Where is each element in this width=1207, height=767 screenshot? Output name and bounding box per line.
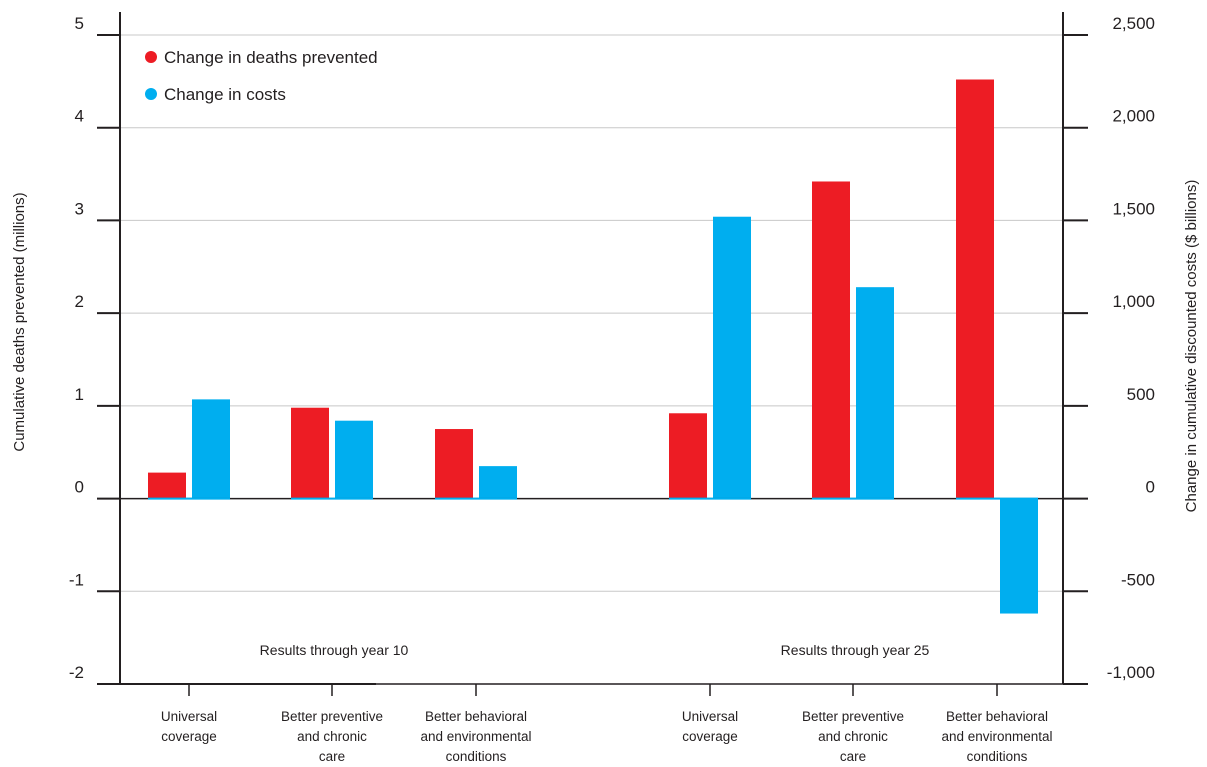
bar-costs xyxy=(856,287,894,499)
left-tick-label: 2 xyxy=(75,292,84,311)
category-labels: Universal coverage Better preventive and ch… xyxy=(161,684,1053,764)
gridlines xyxy=(120,34,1063,592)
y-axis-left-label: Cumulative deaths prevented (millions) xyxy=(11,192,28,451)
bar-deaths-prevented xyxy=(148,472,186,499)
legend-label: Change in deaths prevented xyxy=(164,48,378,67)
right-tick-label: 2,500 xyxy=(1112,14,1155,33)
category-label: and environmental xyxy=(941,729,1052,744)
bar-deaths-prevented xyxy=(435,429,473,499)
bar-deaths-prevented xyxy=(812,181,850,499)
category-label: and environmental xyxy=(420,729,531,744)
legend-swatch xyxy=(145,51,157,63)
category-label: Universal xyxy=(161,709,217,724)
left-tick-label: 5 xyxy=(75,14,84,33)
bar-deaths-prevented xyxy=(956,79,994,499)
right-tick-label: 1,000 xyxy=(1112,292,1155,311)
left-tick-label: -1 xyxy=(69,570,84,589)
left-tick-label: 4 xyxy=(75,107,84,126)
category-label: coverage xyxy=(161,729,217,744)
bar-costs xyxy=(713,216,751,499)
bar-deaths-prevented xyxy=(291,407,329,499)
right-tick-label: 500 xyxy=(1127,385,1155,404)
axes xyxy=(97,12,1088,685)
bar-costs xyxy=(335,420,373,499)
group-label: Results through year 10 xyxy=(260,642,409,658)
category-label: Better behavioral xyxy=(425,709,527,724)
category-label: care xyxy=(840,749,866,764)
legend-swatch xyxy=(145,88,157,100)
left-tick-label: 1 xyxy=(75,385,84,404)
group-label: Results through year 25 xyxy=(781,642,930,658)
category-label: care xyxy=(319,749,345,764)
bars xyxy=(148,79,1038,614)
category-label: Better preventive xyxy=(281,709,383,724)
bar-costs xyxy=(1000,498,1038,614)
left-tick-label: 3 xyxy=(75,199,84,218)
category-label: conditions xyxy=(967,749,1028,764)
right-axis-ticks: 2,500 2,000 1,500 1,000 500 0 -500 -1,000 xyxy=(1063,14,1155,685)
category-label: and chronic xyxy=(297,729,367,744)
right-tick-label: 0 xyxy=(1146,478,1155,497)
right-tick-label: -500 xyxy=(1121,570,1155,589)
group-labels: Results through year 10 Results through y… xyxy=(260,642,930,658)
right-tick-label: 1,500 xyxy=(1112,199,1155,218)
bar-deaths-prevented xyxy=(669,413,707,499)
right-tick-label: 2,000 xyxy=(1112,107,1155,126)
left-axis-ticks: 5 4 3 2 1 0 -1 -2 xyxy=(69,14,120,685)
left-tick-label: 0 xyxy=(75,478,84,497)
left-tick-label: -2 xyxy=(69,663,84,682)
category-label: and chronic xyxy=(818,729,888,744)
bar-costs xyxy=(192,399,230,499)
category-label: coverage xyxy=(682,729,738,744)
legend-label: Change in costs xyxy=(164,85,286,104)
legend: Change in deaths prevented Change in cost… xyxy=(145,48,378,104)
category-label: Better behavioral xyxy=(946,709,1048,724)
bar-costs xyxy=(479,466,517,499)
category-label: Better preventive xyxy=(802,709,904,724)
category-label: conditions xyxy=(446,749,507,764)
right-tick-label: -1,000 xyxy=(1107,663,1155,682)
y-axis-right-label: Change in cumulative discounted costs ($… xyxy=(1183,180,1200,513)
category-label: Universal xyxy=(682,709,738,724)
